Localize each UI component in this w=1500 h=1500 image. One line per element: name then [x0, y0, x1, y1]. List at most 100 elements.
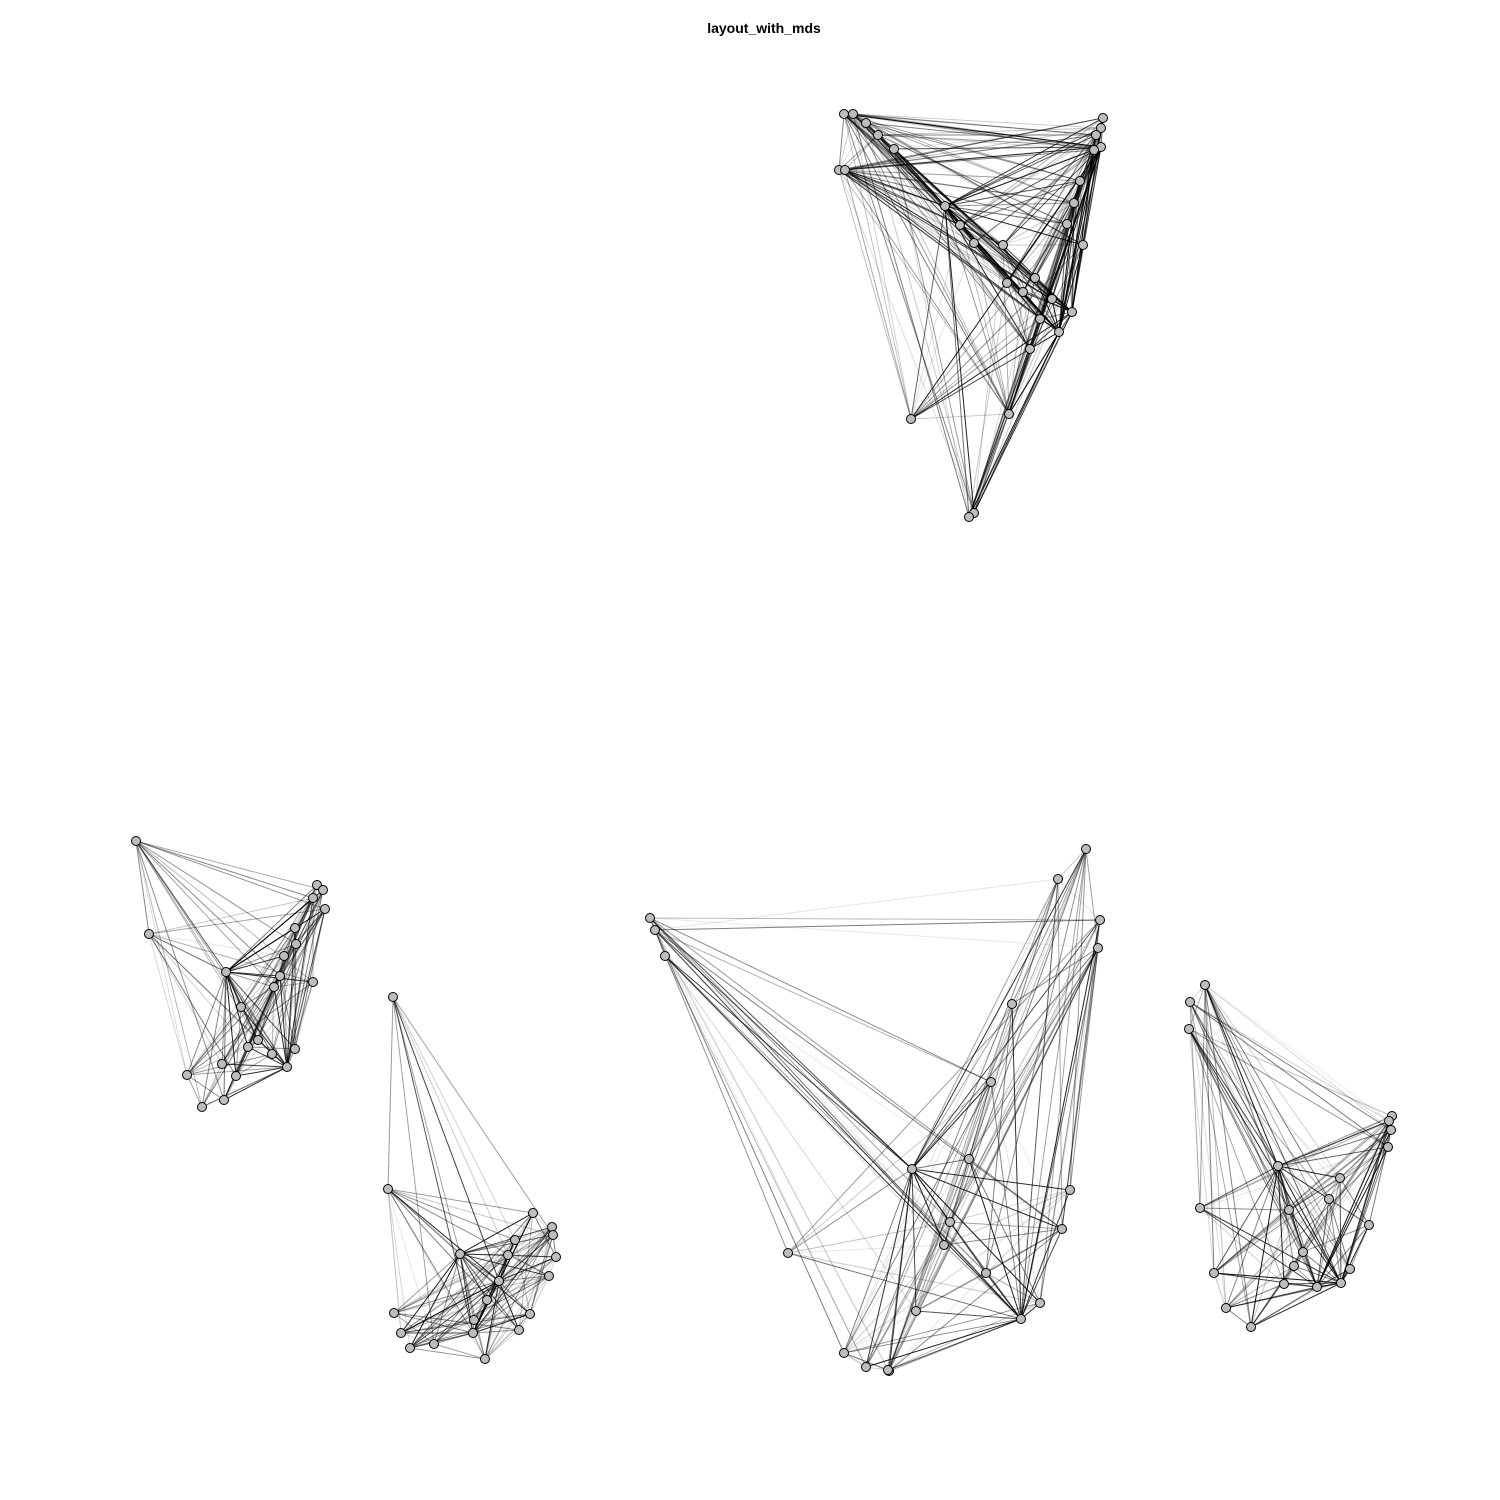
- edge: [148, 933, 273, 1055]
- edge: [1058, 146, 1102, 333]
- edge: [392, 996, 554, 1236]
- graph-node: [503, 1250, 513, 1260]
- edge: [484, 1226, 553, 1360]
- edge: [911, 878, 1059, 1170]
- edge: [968, 919, 1101, 1160]
- edge: [295, 908, 326, 945]
- graph-node: [1324, 1194, 1334, 1204]
- edge: [472, 1313, 531, 1334]
- edge: [223, 1039, 259, 1101]
- edge: [1002, 244, 1024, 293]
- edge: [838, 113, 845, 171]
- edge: [409, 1332, 474, 1349]
- edge: [844, 169, 946, 207]
- edge: [973, 242, 1010, 415]
- edge: [1328, 1198, 1342, 1284]
- graph-node: [1018, 287, 1028, 297]
- graph-node: [1095, 915, 1105, 925]
- edge: [186, 1074, 225, 1101]
- edge: [1039, 919, 1101, 1304]
- graph-node: [873, 130, 883, 140]
- edge: [400, 1299, 488, 1334]
- edge: [387, 1188, 500, 1282]
- edge: [409, 1347, 486, 1360]
- graph-node: [650, 925, 660, 935]
- graph-node: [955, 220, 965, 230]
- graph-node: [839, 109, 849, 119]
- edge: [959, 224, 1036, 279]
- edge: [186, 1006, 242, 1076]
- graph-node: [282, 1062, 292, 1072]
- edge: [910, 244, 1084, 420]
- edge: [514, 1212, 534, 1241]
- edge: [838, 169, 1073, 313]
- edge: [911, 1168, 1063, 1230]
- edge: [135, 840, 203, 1108]
- edge: [787, 1168, 913, 1254]
- edge: [1189, 1001, 1318, 1288]
- graph-node: [182, 1070, 192, 1080]
- edge: [1008, 149, 1095, 415]
- edge: [654, 919, 1101, 931]
- edge: [1225, 1283, 1285, 1309]
- edge: [135, 840, 326, 910]
- graph-node: [1035, 1298, 1045, 1308]
- edge: [484, 1254, 509, 1360]
- edge: [400, 1226, 553, 1334]
- graph-node: [1089, 145, 1099, 155]
- edge: [949, 1221, 1063, 1230]
- edge: [787, 1221, 951, 1254]
- edge: [852, 113, 1031, 350]
- edge: [1339, 1177, 1370, 1226]
- edge: [286, 927, 296, 1068]
- edge: [529, 1275, 550, 1315]
- graph-node: [480, 1354, 490, 1364]
- edge: [240, 927, 296, 1008]
- edge: [1022, 117, 1104, 293]
- edge: [852, 113, 1102, 148]
- edge: [865, 122, 1010, 415]
- edge: [944, 127, 1102, 207]
- graph-node: [197, 1102, 207, 1112]
- edge: [514, 1239, 531, 1315]
- graph-node: [1386, 1125, 1396, 1135]
- edge: [135, 840, 275, 988]
- edge: [1002, 202, 1075, 246]
- edge: [223, 884, 318, 1101]
- graph-node: [1093, 943, 1103, 953]
- edge: [959, 117, 1104, 226]
- edge: [257, 889, 324, 1041]
- edge: [409, 1239, 516, 1349]
- edge: [843, 1189, 1071, 1354]
- edge: [865, 122, 1081, 182]
- edge: [235, 1066, 288, 1077]
- edge: [294, 981, 314, 1050]
- graph-node: [1284, 1205, 1294, 1215]
- edge: [1020, 878, 1059, 1320]
- edge: [135, 840, 242, 1008]
- edge: [973, 277, 1036, 514]
- graph-node: [388, 992, 398, 1002]
- edge: [387, 1188, 411, 1349]
- edge: [392, 996, 516, 1241]
- graph-node: [405, 1343, 415, 1353]
- edge: [893, 148, 1053, 300]
- edge: [1008, 291, 1024, 415]
- edge: [135, 840, 324, 891]
- edge: [1188, 1028, 1215, 1274]
- edge: [865, 122, 975, 514]
- edge: [911, 1081, 992, 1170]
- edge: [649, 917, 889, 1371]
- edge: [888, 1081, 992, 1372]
- edge: [664, 955, 913, 1170]
- edge: [944, 202, 1075, 207]
- edge: [225, 927, 296, 973]
- edge: [271, 986, 275, 1055]
- graph-node: [548, 1230, 558, 1240]
- edge: [507, 1254, 550, 1277]
- edge: [393, 1312, 474, 1334]
- edge: [1189, 1001, 1389, 1148]
- edge: [1316, 1177, 1341, 1288]
- edge: [1189, 1001, 1201, 1209]
- edge: [1250, 1286, 1318, 1328]
